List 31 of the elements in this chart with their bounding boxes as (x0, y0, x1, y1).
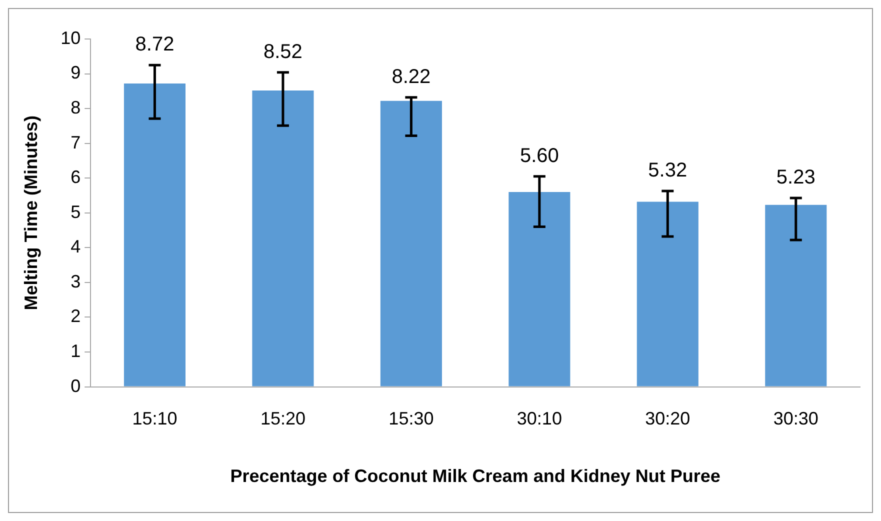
bar (765, 204, 827, 386)
y-tick-label: 9 (70, 62, 81, 83)
y-tick-label: 3 (70, 271, 81, 292)
data-label: 8.22 (392, 66, 431, 88)
x-tick-label: 30:10 (516, 408, 562, 429)
data-label: 5.32 (648, 160, 688, 182)
y-tick-label: 5 (70, 202, 81, 222)
x-tick-label: 30:20 (645, 408, 690, 429)
y-tick-label: 1 (70, 340, 81, 361)
y-axis-title: Melting Time (Minutes) (20, 116, 41, 310)
x-tick-label: 15:20 (260, 408, 306, 429)
y-tick-label: 10 (60, 28, 81, 48)
data-label: 8.52 (263, 40, 302, 63)
bar (380, 100, 442, 386)
x-tick-label: 30:30 (773, 408, 818, 429)
x-tick-label: 15:30 (388, 408, 434, 429)
y-tick-label: 7 (70, 132, 81, 152)
y-tick-label: 0 (70, 376, 81, 396)
bar (252, 90, 314, 386)
bar (636, 202, 698, 386)
y-tick-label: 8 (70, 98, 81, 118)
data-label: 8.72 (135, 34, 174, 56)
y-tick-label: 2 (70, 306, 81, 326)
data-label: 5.60 (520, 144, 559, 167)
y-tick-label: 4 (70, 236, 81, 257)
bar (508, 192, 570, 386)
x-tick-label: 15:10 (132, 408, 178, 429)
y-tick-label: 6 (70, 167, 81, 188)
bar (124, 84, 186, 386)
data-label: 5.23 (776, 166, 816, 188)
x-axis-title: Precentage of Coconut Milk Cream and Kidney Nut Puree (230, 466, 720, 486)
